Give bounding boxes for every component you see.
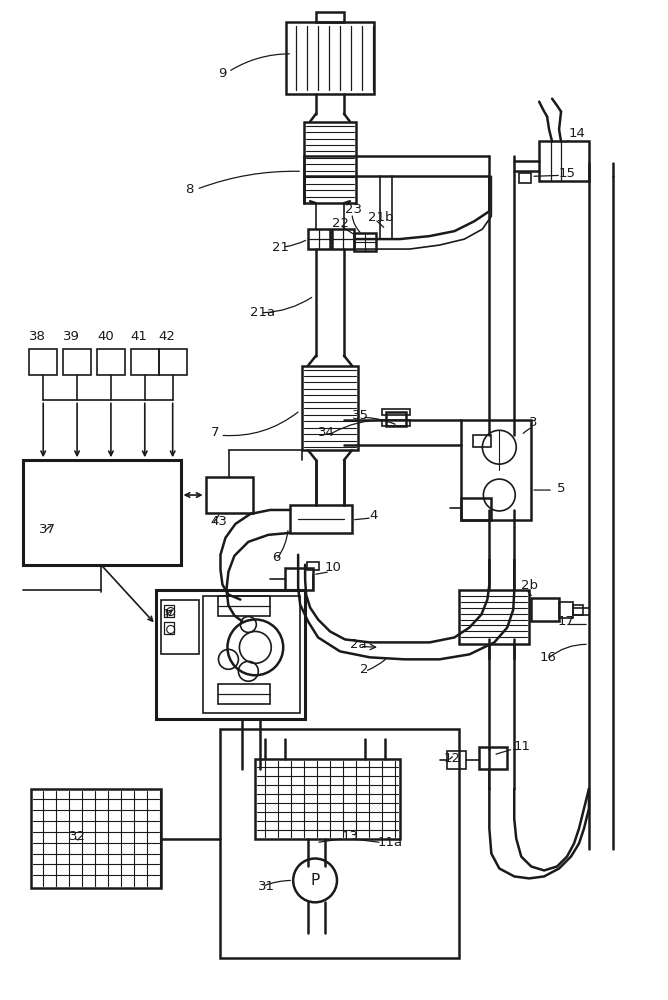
- Text: 32: 32: [69, 830, 86, 843]
- Bar: [159, 349, 186, 375]
- Bar: [462, 420, 531, 520]
- Bar: [382, 420, 409, 426]
- Bar: [573, 605, 583, 615]
- Bar: [290, 505, 352, 533]
- Bar: [480, 747, 507, 769]
- Bar: [161, 600, 198, 654]
- Text: 11: 11: [513, 740, 530, 753]
- Bar: [386, 412, 405, 426]
- Text: P: P: [311, 873, 320, 888]
- Text: 9: 9: [218, 67, 227, 80]
- Text: 2: 2: [360, 663, 368, 676]
- Text: 35: 35: [352, 409, 369, 422]
- Bar: [316, 12, 344, 22]
- Text: 16: 16: [539, 651, 556, 664]
- Bar: [559, 602, 573, 618]
- Bar: [255, 759, 399, 839]
- Text: 40: 40: [97, 330, 114, 343]
- Text: 22: 22: [332, 217, 349, 230]
- Bar: [354, 233, 376, 251]
- Text: 14: 14: [569, 127, 586, 140]
- Bar: [218, 596, 271, 616]
- Bar: [286, 22, 374, 94]
- Text: 1: 1: [163, 608, 171, 621]
- Text: 11a: 11a: [378, 836, 403, 849]
- Bar: [307, 562, 319, 570]
- Text: 3: 3: [529, 416, 538, 429]
- Text: 42: 42: [159, 330, 176, 343]
- Bar: [460, 590, 529, 644]
- Bar: [332, 229, 354, 249]
- Text: 21a: 21a: [250, 306, 275, 319]
- Text: 7: 7: [210, 426, 219, 439]
- Bar: [23, 460, 180, 565]
- Text: 21b: 21b: [368, 211, 393, 224]
- Text: 34: 34: [318, 426, 335, 439]
- Bar: [474, 435, 492, 447]
- Bar: [131, 349, 159, 375]
- Bar: [462, 498, 492, 520]
- Text: 12: 12: [444, 752, 460, 765]
- Bar: [519, 173, 531, 183]
- Bar: [285, 568, 313, 590]
- Text: 8: 8: [186, 183, 194, 196]
- Text: 5: 5: [557, 482, 566, 495]
- Bar: [446, 751, 466, 769]
- Text: 2a: 2a: [350, 638, 367, 651]
- Bar: [302, 366, 358, 450]
- Text: 4: 4: [370, 509, 378, 522]
- Text: 23: 23: [345, 203, 362, 216]
- Text: 39: 39: [63, 330, 80, 343]
- Bar: [304, 122, 356, 203]
- Bar: [29, 349, 57, 375]
- Text: 10: 10: [325, 561, 342, 574]
- Bar: [206, 477, 253, 513]
- Bar: [531, 598, 559, 621]
- Text: 37: 37: [39, 523, 56, 536]
- Bar: [202, 596, 300, 713]
- Text: 43: 43: [210, 515, 227, 528]
- Bar: [539, 141, 589, 181]
- Bar: [218, 684, 271, 704]
- Text: 13: 13: [342, 830, 359, 843]
- Bar: [156, 590, 305, 719]
- Bar: [97, 349, 125, 375]
- Text: 38: 38: [29, 330, 46, 343]
- Bar: [164, 622, 174, 634]
- Bar: [31, 789, 161, 888]
- Text: 2b: 2b: [521, 579, 538, 592]
- Bar: [308, 229, 330, 249]
- Bar: [382, 409, 409, 415]
- Text: 6: 6: [273, 551, 281, 564]
- Bar: [63, 349, 91, 375]
- Text: 15: 15: [559, 167, 576, 180]
- Text: 17: 17: [557, 615, 574, 628]
- Bar: [164, 605, 174, 617]
- Bar: [220, 729, 460, 958]
- Text: 41: 41: [131, 330, 148, 343]
- Text: 21: 21: [273, 241, 289, 254]
- Text: 31: 31: [259, 880, 275, 893]
